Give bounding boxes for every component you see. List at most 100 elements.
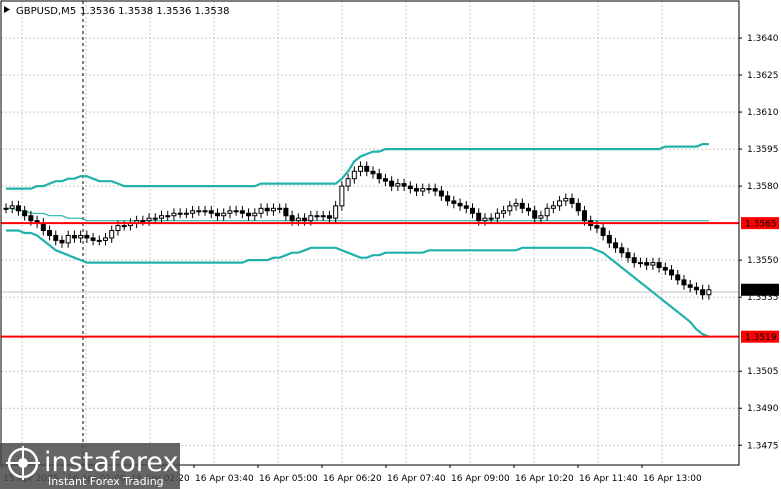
candle-body — [22, 210, 28, 217]
y-tick-label: 1.3475 — [747, 441, 779, 451]
candle-body — [96, 239, 102, 242]
candle-body — [65, 234, 71, 244]
horizontal-levels — [1, 222, 739, 338]
candle — [314, 210, 320, 221]
candle — [364, 161, 370, 177]
candle-body — [295, 217, 301, 222]
menu-triangle-icon[interactable] — [4, 6, 10, 13]
x-tick-label: 16 Apr 05:00 — [259, 474, 318, 484]
candle-body — [351, 170, 357, 180]
candle — [488, 213, 494, 224]
y-tick-label: 1.3490 — [747, 404, 779, 414]
candle — [700, 284, 706, 300]
candle — [15, 200, 21, 216]
y-tick-label: 1.3595 — [747, 145, 779, 155]
candle-body — [563, 197, 569, 202]
candle-body — [625, 252, 631, 259]
candle-body — [550, 205, 556, 209]
candle — [606, 230, 612, 248]
candle — [675, 270, 681, 285]
candle-body — [358, 165, 364, 172]
candle — [414, 183, 420, 196]
candle-body — [507, 205, 513, 212]
candle-body — [40, 222, 46, 232]
candle-body — [407, 185, 413, 190]
candle — [326, 210, 332, 224]
candle-body — [103, 237, 109, 241]
logo-brand: instaforex — [44, 447, 178, 478]
candle — [544, 203, 550, 221]
candle — [706, 284, 712, 300]
candle-body — [619, 247, 625, 254]
candle-body — [513, 202, 519, 207]
candle — [283, 203, 289, 221]
candle — [90, 233, 96, 246]
candle — [84, 230, 90, 243]
candle — [190, 205, 196, 219]
candle-body — [277, 207, 283, 210]
bollinger-lower-line — [6, 229, 710, 338]
candle-body — [532, 210, 538, 219]
candle-body — [395, 183, 401, 187]
candle-body — [631, 257, 637, 264]
candle — [258, 203, 264, 219]
candle — [9, 200, 15, 214]
candle-body — [208, 210, 214, 214]
y-tick-label: 1.3550 — [747, 256, 779, 266]
candle-body — [3, 207, 9, 210]
candle-body — [669, 269, 675, 276]
candle-body — [333, 205, 339, 219]
candle-body — [84, 234, 90, 239]
candle-body — [308, 215, 314, 222]
candle-body — [376, 173, 382, 180]
candle — [681, 274, 687, 290]
candle — [358, 161, 364, 177]
candle-body — [152, 217, 158, 220]
candle-body — [53, 234, 59, 241]
candle — [183, 208, 189, 219]
candle-body — [159, 215, 164, 219]
candle — [438, 186, 444, 201]
candle — [463, 200, 469, 214]
candle-body — [78, 234, 84, 239]
candle-body — [165, 215, 171, 218]
candle — [637, 257, 643, 268]
candle-body — [700, 289, 706, 296]
logo-tagline: Instant Forex Trading — [48, 475, 164, 488]
candle-body — [190, 210, 196, 214]
candle-body — [414, 188, 420, 192]
candle-body — [432, 188, 438, 192]
x-tick-label: 16 Apr 10:20 — [515, 474, 574, 484]
candle — [644, 257, 650, 271]
candle — [370, 166, 376, 179]
candle — [47, 225, 53, 241]
candle-body — [569, 197, 575, 204]
candle — [625, 247, 631, 263]
candle — [656, 257, 662, 273]
candle — [202, 205, 208, 216]
candle — [71, 230, 77, 243]
candle — [693, 282, 699, 295]
candle-body — [650, 262, 656, 266]
current-price-box — [741, 283, 779, 296]
candle — [177, 208, 183, 219]
ohlc-readout: 1.3536 1.3538 1.3536 1.3538 — [80, 6, 230, 17]
candle — [525, 203, 531, 216]
candle-body — [47, 230, 53, 236]
candle-body — [575, 202, 581, 212]
symbol-label: GBPUSD,M5 — [16, 6, 76, 17]
candle-body — [364, 165, 370, 172]
candle-body — [196, 210, 202, 213]
candle-body — [227, 210, 233, 214]
candle — [563, 193, 569, 206]
candle — [59, 235, 65, 248]
horizontal-gridlines — [1, 37, 739, 446]
instaforex-logo: instaforex Instant Forex Trading — [0, 443, 180, 489]
candle-body — [687, 284, 693, 288]
candle-body — [519, 202, 525, 209]
candle-body — [140, 220, 146, 223]
candle — [270, 203, 276, 216]
candle — [339, 181, 345, 211]
y-tick-label: 1.3580 — [747, 182, 779, 192]
candle-body — [233, 210, 239, 213]
